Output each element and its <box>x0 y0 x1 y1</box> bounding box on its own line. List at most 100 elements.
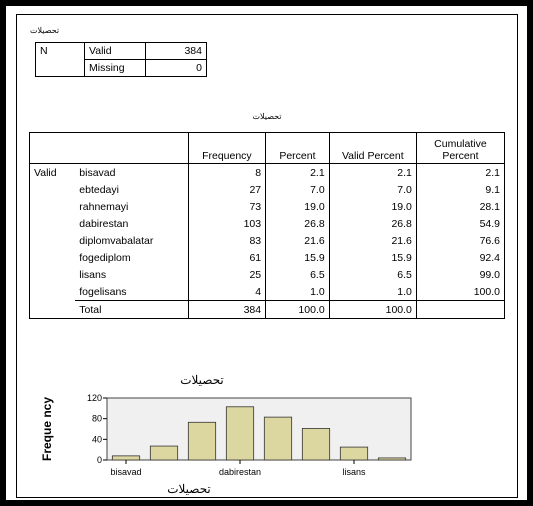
freq-cell-cum: 54.9 <box>415 215 506 232</box>
stats-row: Missing 0 <box>35 59 207 77</box>
y-tick-label: 40 <box>92 434 102 444</box>
freq-cell-group <box>30 249 76 266</box>
freq-cell-label: fogediplom <box>75 249 189 266</box>
freq-cell-group <box>30 181 76 198</box>
x-tick-label: bisavad <box>110 467 141 477</box>
freq-cell-cum: 9.1 <box>415 181 506 198</box>
bar-rahnemayi <box>187 421 217 461</box>
freq-cell-pct: 21.6 <box>265 232 330 249</box>
frequency-table: Frequency Percent Valid Percent Cumulative … <box>29 132 506 319</box>
freq-cell-vpct: 100.0 <box>328 300 417 319</box>
freq-cell-cum: 100.0 <box>415 283 506 301</box>
freq-cell-label: ebtedayi <box>75 181 189 198</box>
x-axis-label: تحصیلات <box>167 482 211 496</box>
chart-title: تحصیلات <box>180 373 224 387</box>
stats-group-cell: N <box>35 42 85 60</box>
freq-cell-label: fogelisans <box>75 283 189 301</box>
freq-row: Valid bisavad 8 2.1 2.1 2.1 <box>30 163 506 181</box>
freq-cell-label: Total <box>75 300 189 319</box>
freq-cell-group <box>30 301 76 319</box>
freq-header-cell: Valid Percent <box>328 132 417 164</box>
freq-cell-group <box>30 283 76 301</box>
freq-cell-freq: 61 <box>187 249 267 266</box>
freq-cell-pct: 7.0 <box>265 181 330 198</box>
freq-cell-cum: 99.0 <box>415 266 506 283</box>
freq-cell-group <box>30 266 76 283</box>
freq-cell-pct: 15.9 <box>265 249 330 266</box>
freq-cell-label: bisavad <box>75 163 189 181</box>
freq-row: dabirestan 103 26.8 26.8 54.9 <box>30 215 506 232</box>
freq-row: diplomvabalatar 83 21.6 21.6 76.6 <box>30 232 506 249</box>
freq-cell-vpct: 7.0 <box>328 181 417 198</box>
freq-cell-cum: 2.1 <box>415 163 506 181</box>
freq-cell-pct: 100.0 <box>265 300 330 319</box>
freq-row: lisans 25 6.5 6.5 99.0 <box>30 266 506 283</box>
freq-cell-label: rahnemayi <box>75 198 189 215</box>
frequency-table-title: تحصیلات <box>252 112 282 121</box>
output-page: تحصیلات N Valid 384 Missing 0 تحصیلات Freque… <box>6 6 527 500</box>
freq-cell-group <box>30 198 76 215</box>
freq-cell-vpct: 15.9 <box>328 249 417 266</box>
freq-cell-cum <box>415 300 506 319</box>
freq-cell-vpct: 19.0 <box>328 198 417 215</box>
freq-header-cell <box>75 132 189 164</box>
freq-cell-group <box>30 215 76 232</box>
freq-cell-pct: 6.5 <box>265 266 330 283</box>
output-frame: تحصیلات N Valid 384 Missing 0 تحصیلات Freque… <box>16 14 518 498</box>
freq-header-cell: Frequency <box>187 132 267 164</box>
freq-cell-vpct: 26.8 <box>328 215 417 232</box>
bar-diplomvabalatar <box>263 416 293 461</box>
stats-value-cell: 0 <box>145 59 207 77</box>
freq-row: fogediplom 61 15.9 15.9 92.4 <box>30 249 506 266</box>
freq-cell-pct: 2.1 <box>265 163 330 181</box>
freq-cell-freq: 25 <box>187 266 267 283</box>
freq-cell-pct: 1.0 <box>265 283 330 301</box>
freq-cell-vpct: 21.6 <box>328 232 417 249</box>
y-axis-label: Freque ncy <box>40 397 54 461</box>
bar-fogediplom <box>301 428 331 461</box>
freq-cell-freq: 73 <box>187 198 267 215</box>
freq-cell-vpct: 6.5 <box>328 266 417 283</box>
freq-cell-pct: 19.0 <box>265 198 330 215</box>
freq-row: fogelisans 4 1.0 1.0 100.0 <box>30 283 506 301</box>
freq-cell-vpct: 1.0 <box>328 283 417 301</box>
x-tick-label: dabirestan <box>219 467 261 477</box>
statistics-table: N Valid 384 Missing 0 <box>35 42 207 77</box>
bar-ebtedayi <box>149 445 179 461</box>
stats-label-cell: Missing <box>84 59 146 77</box>
freq-header-cell <box>29 132 76 164</box>
y-tick-label: 120 <box>87 393 102 403</box>
stats-label-cell: Valid <box>84 42 146 60</box>
freq-cell-freq: 27 <box>187 181 267 198</box>
stats-value-cell: 384 <box>145 42 207 60</box>
freq-cell-cum: 92.4 <box>415 249 506 266</box>
freq-header-cell: Percent <box>265 132 330 164</box>
freq-header-cell: Cumulative Percent <box>415 132 506 164</box>
freq-cell-label: lisans <box>75 266 189 283</box>
freq-cell-group <box>30 232 76 249</box>
freq-cell-label: dabirestan <box>75 215 189 232</box>
stats-row: N Valid 384 <box>35 42 207 60</box>
stats-group-cell <box>35 59 85 77</box>
stats-table-title: تحصیلات <box>30 26 60 35</box>
bar-bisavad <box>111 455 141 461</box>
freq-cell-freq: 4 <box>187 283 267 301</box>
freq-cell-group: Valid <box>34 166 57 179</box>
bar-lisans <box>339 446 369 461</box>
freq-row: Total 384 100.0 100.0 <box>30 300 506 319</box>
freq-row: rahnemayi 73 19.0 19.0 28.1 <box>30 198 506 215</box>
frequency-bar-chart: Freque ncy 0 40 80 120 bisavad dabirestan lisan… <box>40 393 412 496</box>
freq-cell-vpct: 2.1 <box>328 163 417 181</box>
freq-cell-freq: 384 <box>187 300 267 319</box>
freq-cell-label: diplomvabalatar <box>75 232 189 249</box>
freq-cell-freq: 8 <box>187 163 267 181</box>
freq-cell-freq: 83 <box>187 232 267 249</box>
freq-cell-cum: 28.1 <box>415 198 506 215</box>
freq-cell-freq: 103 <box>187 215 267 232</box>
x-tick-label: lisans <box>342 467 366 477</box>
freq-cell-cum: 76.6 <box>415 232 506 249</box>
y-tick-label: 0 <box>97 455 102 465</box>
bar-fogelisans <box>377 457 407 461</box>
y-tick-label: 80 <box>92 414 102 424</box>
freq-cell-pct: 26.8 <box>265 215 330 232</box>
